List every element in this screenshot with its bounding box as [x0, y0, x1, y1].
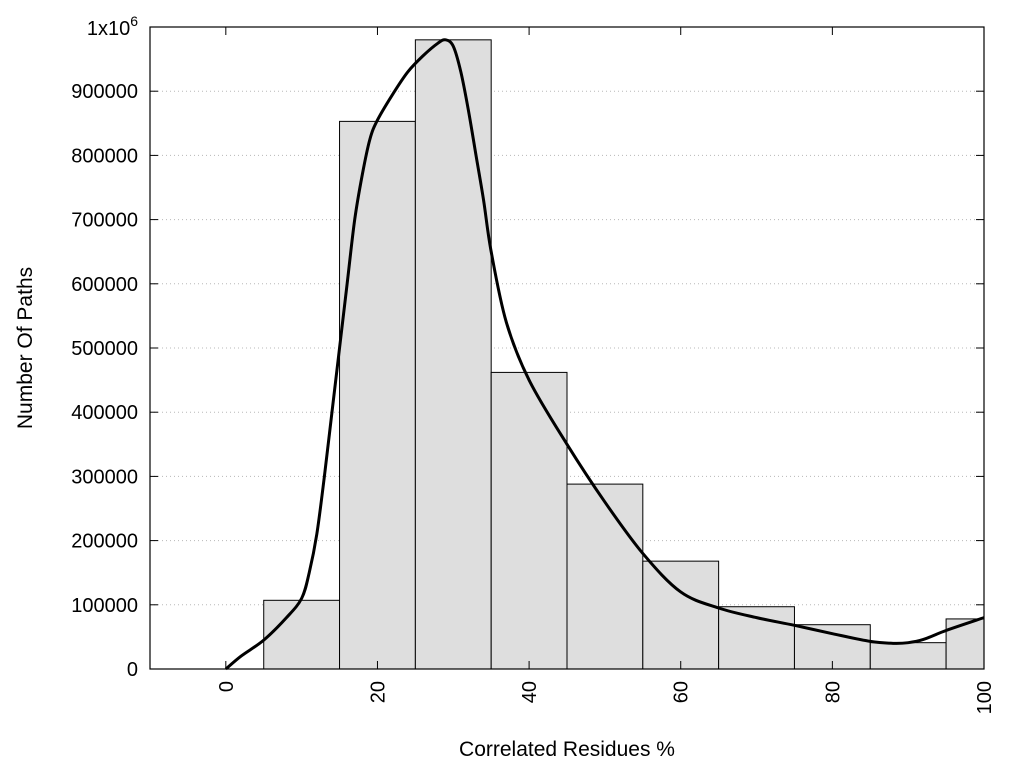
- y-top-label-base: 1x10: [87, 18, 130, 40]
- y-tick-label: 600000: [71, 274, 138, 296]
- density-curve: [224, 38, 985, 671]
- histogram-bar: [414, 39, 492, 670]
- x-tick-label: 60: [671, 681, 693, 703]
- y-tick-label: 800000: [71, 145, 138, 167]
- y-tick-label: 0: [127, 659, 138, 681]
- histogram-bar: [339, 120, 416, 670]
- y-top-label-exponent: 6: [130, 13, 138, 29]
- x-tick-label: 0: [216, 681, 238, 692]
- histogram-bar: [642, 560, 720, 670]
- histogram-bar: [945, 618, 985, 670]
- histogram-bar: [566, 483, 644, 670]
- y-axis-title: Number Of Paths: [14, 267, 37, 429]
- y-tick-label: 300000: [71, 466, 138, 488]
- y-tick-label: 100000: [71, 595, 138, 617]
- x-tick-label: 20: [367, 681, 389, 703]
- x-axis-title: Correlated Residues %: [459, 738, 675, 761]
- histogram-bar: [718, 606, 795, 670]
- x-tick-label: 40: [519, 681, 541, 703]
- histogram-bars: [263, 39, 985, 670]
- x-axis-ticks: 0 20 40 60 80 100: [216, 27, 996, 714]
- histogram-bar: [263, 599, 341, 670]
- histogram-bar: [490, 371, 568, 670]
- x-tick-label: 80: [822, 681, 844, 703]
- density-curve-layer: [224, 38, 985, 671]
- x-tick-label: 100: [974, 681, 996, 714]
- y-tick-label: 400000: [71, 402, 138, 424]
- y-axis-ticks: 0 100000 200000 300000 400000 500000 600000 700…: [71, 26, 984, 681]
- y-tick-label: 700000: [71, 210, 138, 232]
- y-tick-label: 200000: [71, 531, 138, 553]
- y-tick-label: 500000: [71, 338, 138, 360]
- y-axis-top-tick-label: 1x106: [87, 13, 138, 40]
- histogram-bar: [869, 642, 947, 670]
- y-tick-label: 900000: [71, 81, 138, 103]
